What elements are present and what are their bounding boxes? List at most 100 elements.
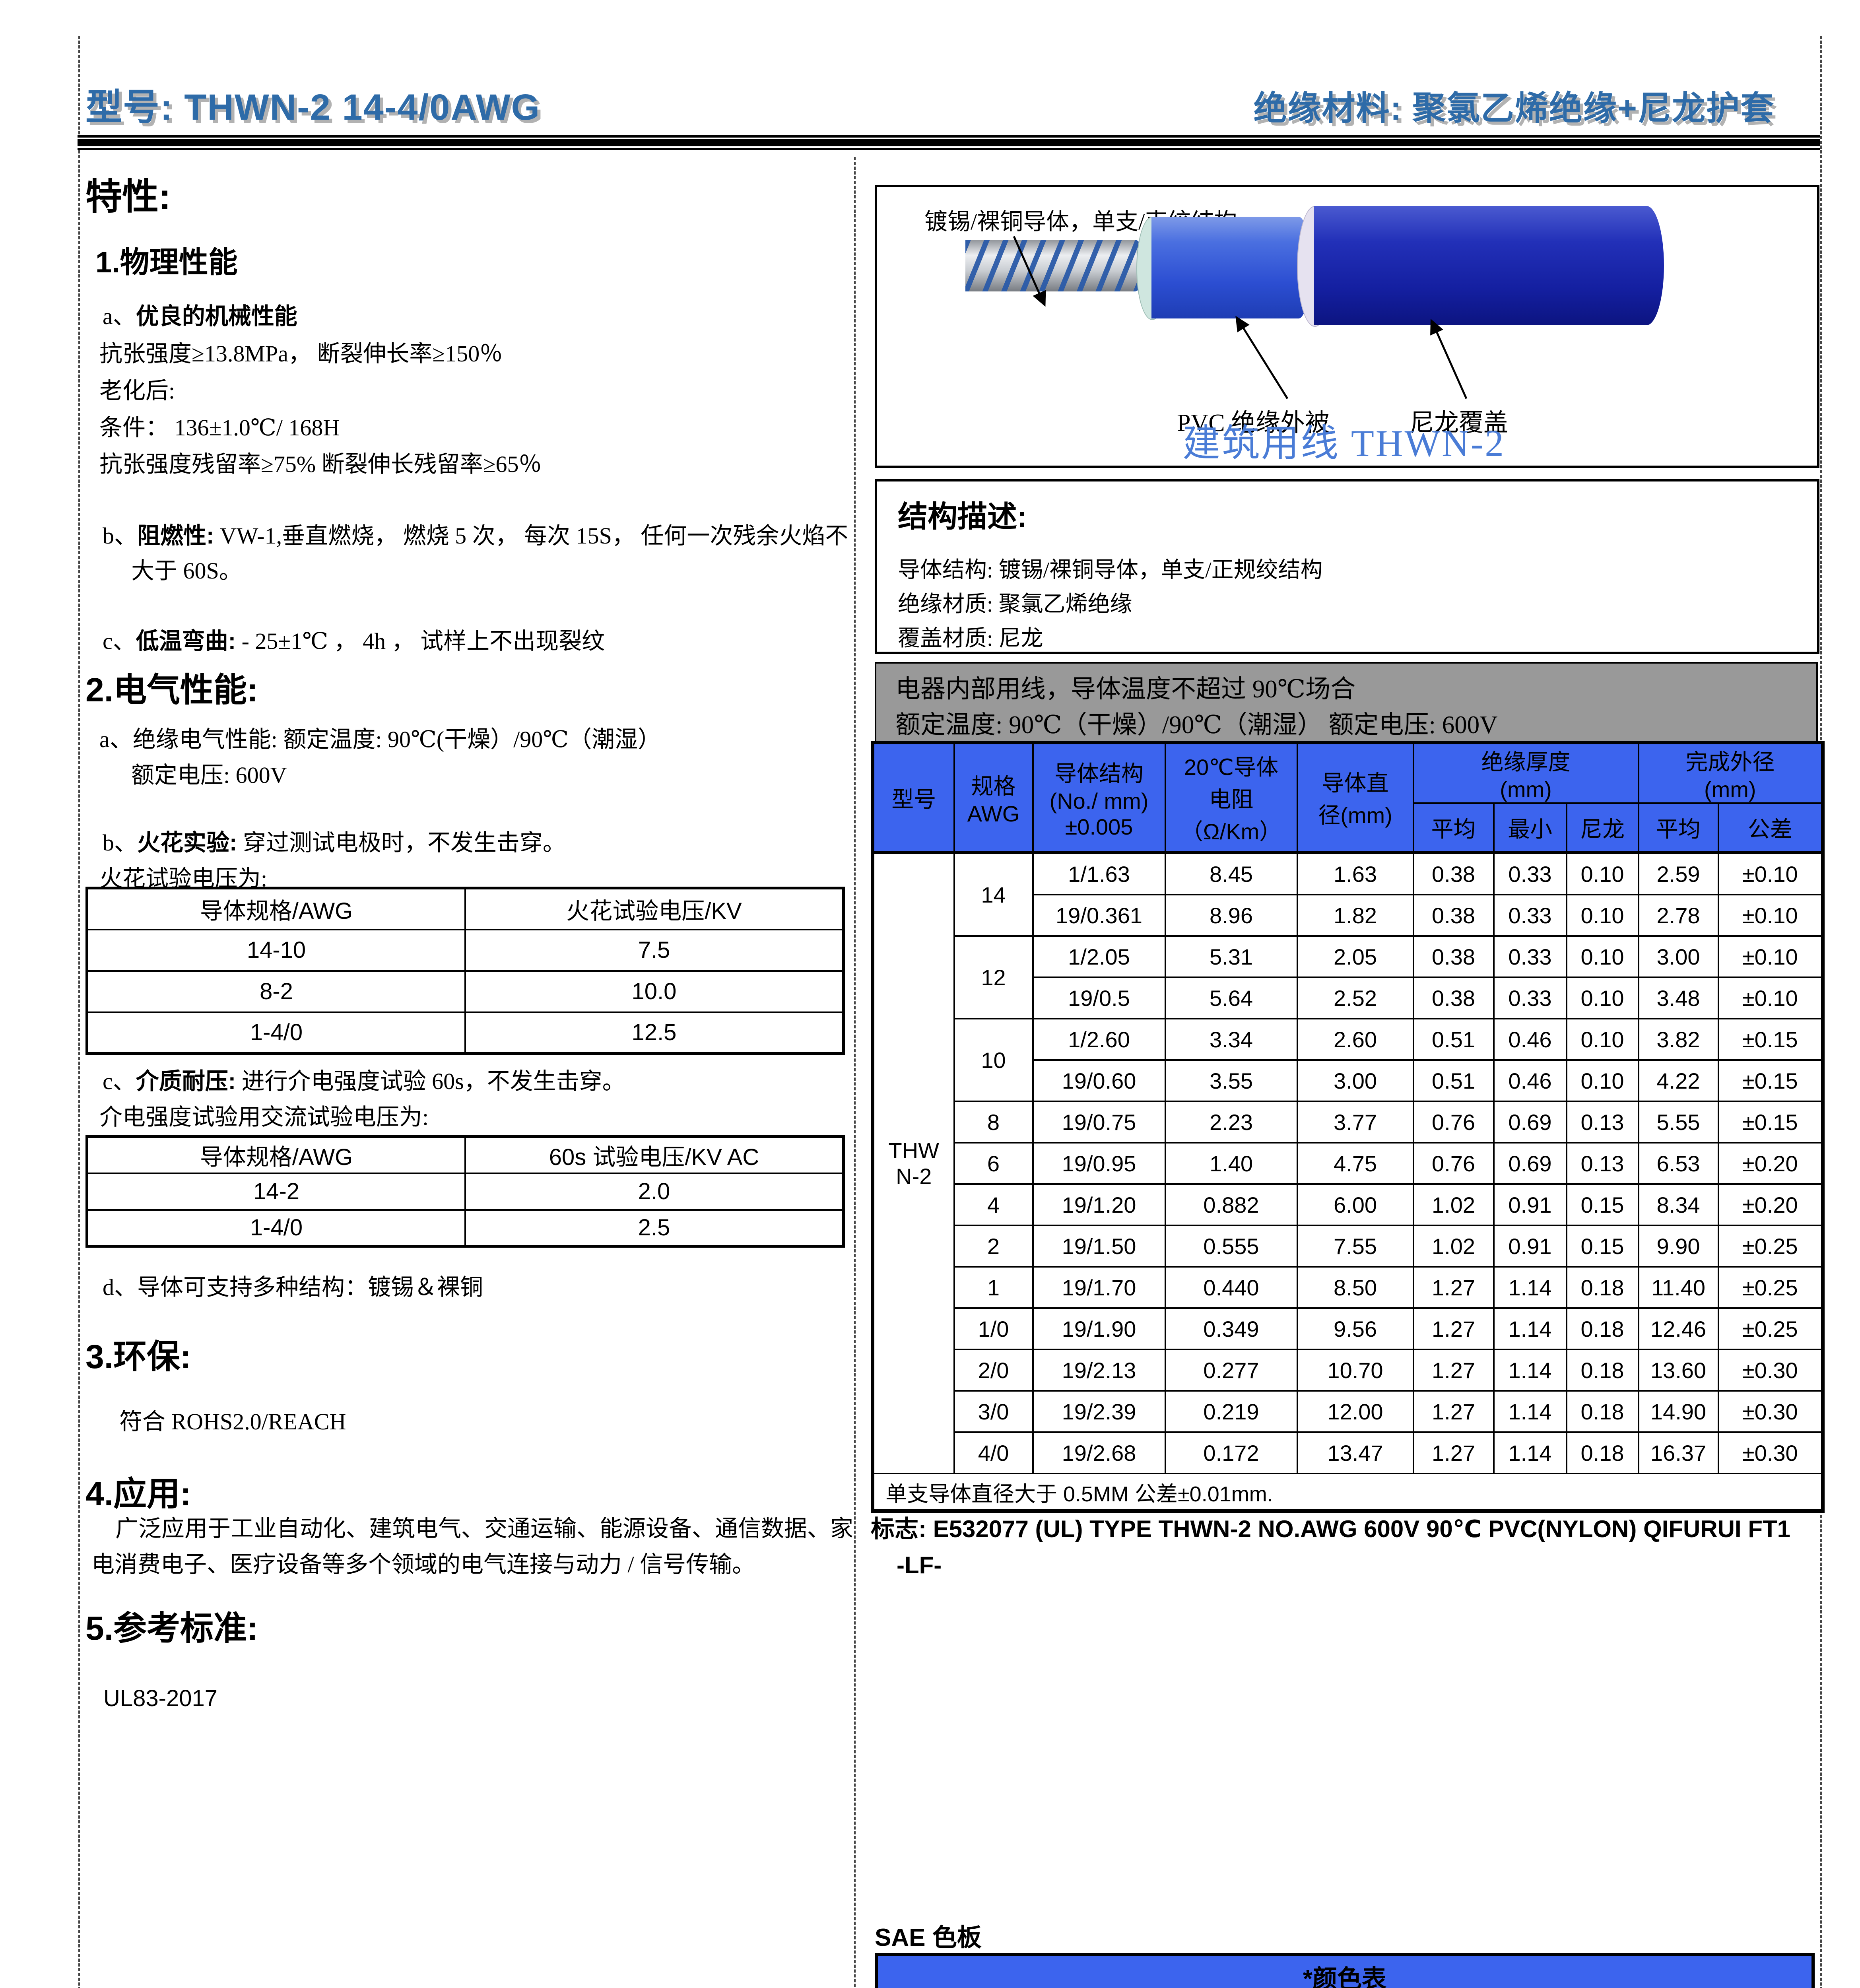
rohs-line: 符合 ROHS2.0/REACH — [119, 1409, 346, 1435]
table-cell: ±0.30 — [1717, 1431, 1824, 1474]
table-cell: 0.33 — [1493, 977, 1567, 1019]
structure-insulation: 绝缘材质: 聚氯乙烯绝缘 — [898, 592, 1132, 617]
table-cell: 0.38 — [1412, 894, 1495, 937]
spark-cell: 1-4/0 — [86, 1011, 466, 1054]
col-od-tol: 公差 — [1717, 802, 1824, 853]
spec-footnote: 单支导体直径大于 0.5MM 公差±0.01mm. — [872, 1473, 1824, 1512]
table-cell: 13.47 — [1296, 1431, 1414, 1474]
table-cell: 9.90 — [1637, 1225, 1719, 1268]
spec-row: 1/0 19/1.90 0.349 9.56 1.27 1.14 0.18 12.46 ±0.2… — [873, 1307, 1824, 1350]
table-cell: 0.440 — [1164, 1266, 1298, 1309]
table-cell: 3.77 — [1296, 1101, 1414, 1143]
spec-row: 3/0 19/2.39 0.219 12.00 1.27 1.14 0.18 14.90 ±0.… — [873, 1390, 1824, 1433]
spec-row: 10 1/2.60 3.34 2.60 0.51 0.46 0.10 3.82 ±0.15 — [873, 1018, 1824, 1102]
table-cell: 9.56 — [1296, 1307, 1414, 1350]
item-letter: a、 — [103, 303, 136, 329]
table-cell: ±0.30 — [1717, 1349, 1824, 1392]
table-cell: 0.46 — [1493, 1018, 1567, 1061]
table-cell: 8.50 — [1296, 1266, 1414, 1309]
table-cell: 19/1.50 — [1032, 1225, 1166, 1268]
table-cell: 1/2.60 — [1032, 1018, 1166, 1061]
structure-box — [875, 479, 1819, 654]
table-cell: 2.59 — [1637, 852, 1719, 895]
rated-voltage: 额定电压: 600V — [131, 762, 287, 788]
spec-row: THW N-2 14 1/1.63 8.45 1.63 0.38 0.33 0.10 2.59 ±… — [872, 852, 1824, 1474]
item-text: 进行介电强度试验 60s，不发生击穿。 — [236, 1068, 625, 1094]
table-cell: ±0.10 — [1717, 935, 1824, 978]
table-cell: 1.63 — [1296, 852, 1414, 895]
dielectric-voltage-table: 导体规格/AWG 60s 试验电压/KV AC 14-2 2.0 1-4/0 2… — [85, 1135, 845, 1248]
dielectric-intro: 介电强度试验用交流试验电压为: — [99, 1104, 429, 1130]
section-1-title: 1.物理性能 — [95, 246, 238, 279]
table-cell: 10.70 — [1296, 1349, 1414, 1392]
table-cell: 2 — [953, 1225, 1034, 1268]
table-cell: 0.76 — [1412, 1142, 1495, 1185]
col-ins-nylon: 尼龙 — [1565, 802, 1639, 853]
dielectric-cell: 2.0 — [464, 1172, 845, 1211]
table-cell: 0.38 — [1412, 935, 1495, 978]
table-cell: 1.82 — [1296, 894, 1414, 937]
table-cell: 1.14 — [1493, 1349, 1567, 1392]
col-insulation-group: 绝缘厚度 (mm) — [1412, 742, 1639, 804]
table-cell: 0.349 — [1164, 1307, 1298, 1350]
table-cell: 11.40 — [1637, 1266, 1719, 1309]
spec-row: 4 19/1.20 0.882 6.00 1.02 0.91 0.15 8.34 ±0.20 — [873, 1183, 1824, 1226]
table-cell: 3.82 — [1637, 1018, 1719, 1061]
table-cell: 0.33 — [1493, 894, 1567, 937]
item-label: 火花实验: — [137, 830, 237, 856]
table-cell: 0.172 — [1164, 1431, 1298, 1474]
table-cell: 12.46 — [1637, 1307, 1719, 1350]
dielectric-col-awg: 导体规格/AWG — [86, 1136, 466, 1174]
table-cell: 8.34 — [1637, 1183, 1719, 1226]
table-cell: 1.14 — [1493, 1390, 1567, 1433]
table-cell: 3.48 — [1637, 977, 1719, 1019]
condition-line: 条件： 136±1.0℃/ 168H — [99, 415, 340, 441]
table-cell: 4.22 — [1637, 1059, 1719, 1102]
item-label: 低温弯曲: — [136, 628, 236, 654]
table-cell: 2.78 — [1637, 894, 1719, 937]
spark-voltage-table: 导体规格/AWG 火花试验电压/KV 14-10 7.5 8-2 10.0 1-… — [85, 887, 845, 1055]
table-cell: 0.10 — [1565, 1018, 1639, 1061]
table-cell: ±0.20 — [1717, 1183, 1824, 1226]
table-cell: 6.00 — [1296, 1183, 1414, 1226]
col-resistance: 20℃导体 电阻 （Ω/Km） — [1164, 742, 1298, 853]
marking-line1: 标志: E532077 (UL) TYPE THWN-2 NO.AWG 600V… — [871, 1516, 1791, 1542]
spec-row: 19/0.361 8.96 1.82 0.38 0.33 0.10 2.78 ±0.10 — [873, 894, 1824, 937]
table-cell: ±0.10 — [1717, 894, 1824, 937]
table-cell: 1.14 — [1493, 1431, 1567, 1474]
table-cell: 7.55 — [1296, 1225, 1414, 1268]
table-cell: 2.05 — [1296, 935, 1414, 978]
table-cell: 19/0.361 — [1032, 894, 1166, 937]
table-cell: 3.55 — [1164, 1059, 1298, 1102]
spec-row: 1 19/1.70 0.440 8.50 1.27 1.14 0.18 11.40 ±0.25 — [873, 1266, 1824, 1309]
table-cell: 1.14 — [1493, 1266, 1567, 1309]
feature-1b: b、阻燃性: VW-1,垂直燃烧， 燃烧 5 次， 每次 15S， 任何一次残余… — [103, 517, 858, 550]
table-cell: 19/2.39 — [1032, 1390, 1166, 1433]
table-cell: 1.02 — [1412, 1225, 1495, 1268]
table-cell: ±0.15 — [1717, 1059, 1824, 1102]
retention-line: 抗张强度残留率≥75% 断裂伸长残留率≥65％ — [99, 451, 542, 477]
col-ins-avg: 平均 — [1412, 802, 1495, 853]
table-cell: 2/0 — [953, 1349, 1034, 1392]
item-letter: b、 — [103, 830, 138, 856]
item-label: 介质耐压: — [136, 1068, 236, 1094]
table-cell: 19/0.5 — [1032, 977, 1166, 1019]
table-cell: 4.75 — [1296, 1142, 1414, 1185]
table-cell: 12 — [953, 935, 1034, 1019]
table-cell: 0.91 — [1493, 1183, 1567, 1226]
table-cell: ±0.10 — [1717, 977, 1824, 1019]
table-cell: 5.55 — [1637, 1101, 1719, 1143]
table-cell: 5.64 — [1164, 977, 1298, 1019]
table-cell: 8.96 — [1164, 894, 1298, 937]
table-cell: 0.18 — [1565, 1390, 1639, 1433]
table-cell: 1/0 — [953, 1307, 1034, 1350]
table-cell: 19/0.75 — [1032, 1101, 1166, 1143]
table-cell: 4/0 — [953, 1431, 1034, 1474]
dielectric-cell: 14-2 — [86, 1172, 466, 1211]
table-cell: 8 — [953, 1101, 1034, 1143]
table-cell: 0.15 — [1565, 1183, 1639, 1226]
features-title: 特性: — [85, 177, 171, 217]
page-title-model: 型号: THWN-2 14-4/0AWG — [85, 87, 541, 128]
col-ins-min: 最小 — [1493, 802, 1567, 853]
ul-standard: UL83-2017 — [103, 1685, 217, 1711]
